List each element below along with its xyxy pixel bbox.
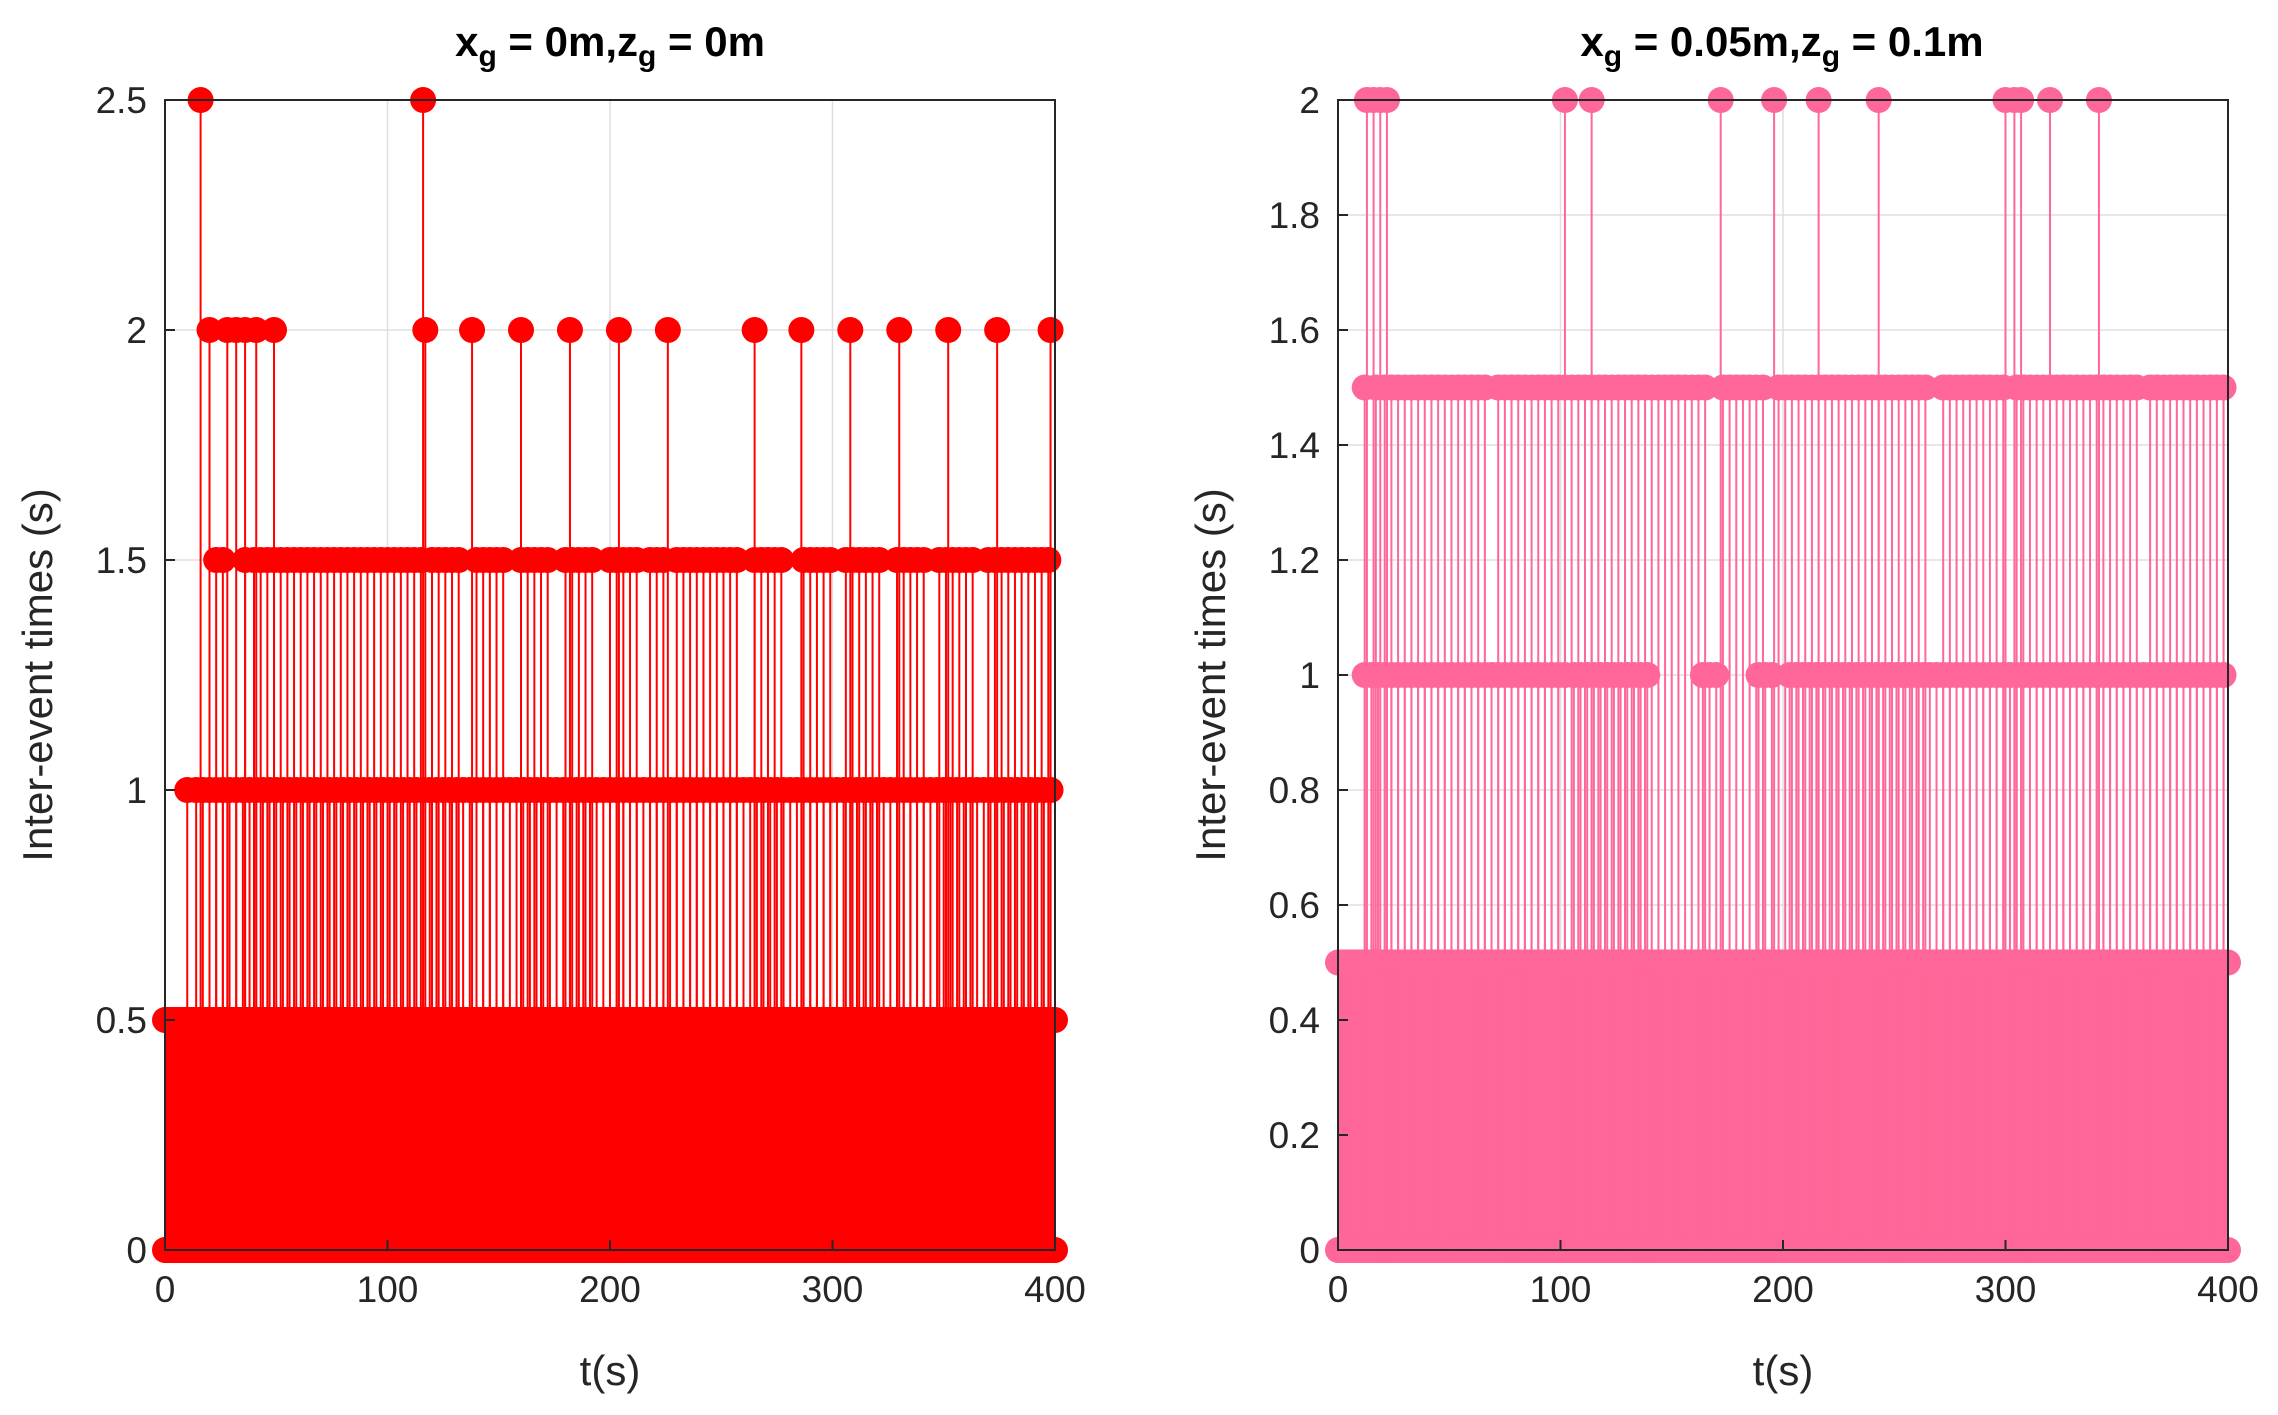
stem-marker	[605, 317, 632, 343]
chart-title-left: xg = 0m,zg = 0m	[455, 18, 765, 73]
stem-marker	[196, 317, 223, 343]
stem-marker	[261, 317, 288, 343]
y-tick-label: 1.5	[96, 540, 147, 581]
stem-marker	[1037, 777, 1064, 803]
stem-marker	[556, 317, 583, 343]
stem-marker	[508, 317, 534, 343]
stem-marker	[1758, 662, 1785, 688]
stem-marker	[445, 547, 472, 573]
y-tick-label: 2	[126, 310, 147, 351]
stem-marker	[243, 317, 270, 343]
x-tick-label: 0	[155, 1269, 176, 1310]
stem-marker	[579, 547, 606, 573]
stem-marker	[534, 547, 561, 573]
stem-marker	[886, 317, 913, 343]
stem-marker	[1634, 662, 1661, 688]
x-tick-label: 200	[579, 1269, 641, 1310]
stem-marker	[866, 547, 893, 573]
y-tick-label: 0	[126, 1230, 147, 1271]
stem-marker	[837, 317, 864, 343]
stems-left	[164, 100, 1056, 1250]
stem-marker	[788, 317, 815, 343]
stem-marker	[723, 547, 750, 573]
y-tick-label: 0.5	[96, 1000, 147, 1041]
stem-marker	[1692, 374, 1719, 401]
chart-title-right: xg = 0.05m,zg = 0.1m	[1580, 18, 1983, 73]
x-tick-label: 300	[802, 1269, 864, 1310]
stem-marker	[654, 317, 681, 343]
x-ticks-left: 0 100 200 300 400	[155, 1240, 1086, 1310]
y-tick-label: 2.5	[96, 80, 147, 121]
y-axis-label-left: Inter-event times (s)	[14, 488, 61, 861]
y-ticks-left: 0 0.5 1 1.5 2 2.5	[96, 80, 175, 1271]
markers-right	[1325, 87, 2241, 1263]
stem-marker	[1703, 662, 1730, 688]
stem-marker	[768, 547, 795, 573]
x-tick-label: 400	[1024, 1269, 1086, 1310]
stem-marker	[2210, 374, 2237, 401]
stem-marker	[741, 317, 768, 343]
stem-marker	[209, 547, 236, 573]
stem-marker	[1037, 317, 1064, 343]
y-tick-label: 1	[126, 770, 147, 811]
stem-marker	[1035, 547, 1062, 573]
stem-marker	[490, 547, 517, 573]
x-tick-label: 100	[357, 1269, 419, 1310]
chart-panel-right: xg = 0.05m,zg = 0.1m 0 100 200 300 400 00.20…	[1187, 18, 2259, 1394]
stem-marker	[459, 317, 486, 343]
x-axis-label-left: t(s)	[580, 1347, 641, 1394]
stem-marker	[1912, 374, 1939, 401]
stems-right	[1337, 100, 2229, 1250]
stem-marker	[2210, 662, 2237, 688]
stem-marker	[412, 317, 439, 343]
stem-marker	[984, 317, 1011, 343]
chart-panel-left: xg = 0m,zg = 0m 0 100 200 300 400 0 0.5 1 1.5 2 2…	[14, 18, 1086, 1394]
stem-marker	[935, 317, 962, 343]
